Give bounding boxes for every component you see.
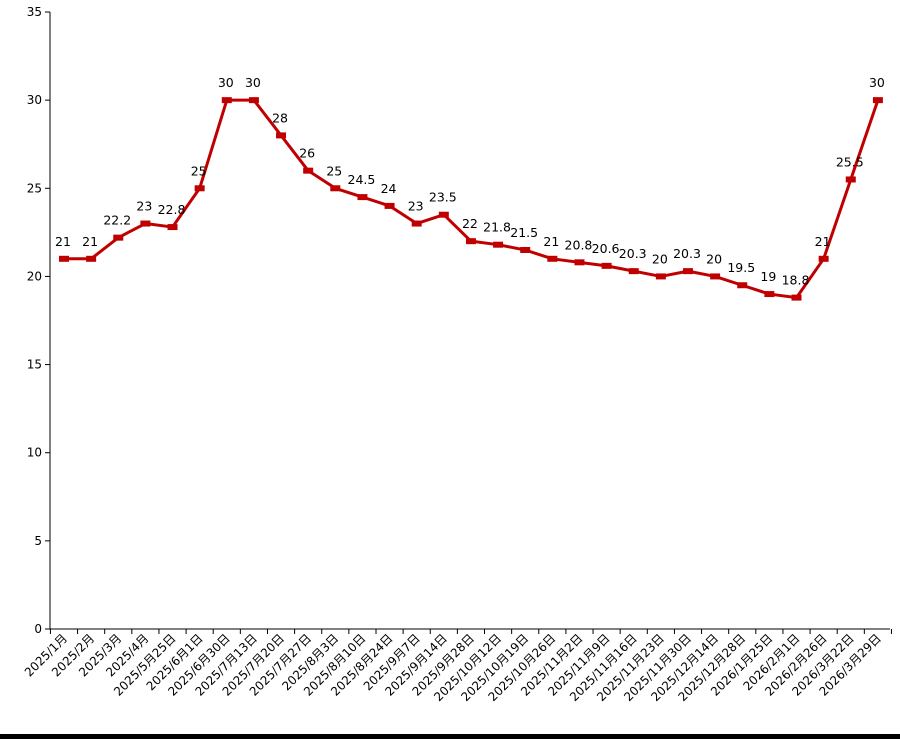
y-tick-label: 20	[27, 269, 42, 283]
data-label: 21	[55, 234, 71, 249]
data-label: 30	[245, 75, 261, 90]
y-tick-label: 5	[34, 534, 42, 548]
data-label: 25.5	[836, 154, 864, 169]
data-label: 20	[652, 251, 668, 266]
drop-lines	[63, 100, 879, 609]
data-point	[737, 282, 748, 289]
data-point	[493, 241, 504, 248]
data-label: 18.8	[782, 273, 810, 288]
data-label: 20.3	[673, 246, 701, 261]
data-label: 20.8	[565, 237, 593, 252]
data-labels: 21 21 22.2 23 22.8 25 30 30 28 26 25 24.5 24 23 23.5 22…	[55, 75, 885, 287]
data-point	[574, 259, 585, 266]
y-tick-label: 15	[27, 358, 42, 372]
data-point	[303, 167, 314, 174]
data-point	[791, 294, 802, 301]
axes: 051015202530352025/1月2025/2月2025/3月2025/…	[22, 5, 892, 704]
data-point	[59, 255, 69, 262]
data-point	[167, 224, 178, 231]
data-label: 21	[815, 234, 831, 249]
data-label: 20.3	[619, 246, 647, 261]
data-point	[764, 291, 775, 298]
data-label: 19.5	[727, 260, 755, 275]
data-label: 21	[543, 234, 559, 249]
data-label: 20	[706, 251, 722, 266]
data-label: 20.6	[592, 241, 620, 256]
data-point	[682, 268, 693, 275]
data-point	[276, 132, 287, 139]
data-point	[248, 97, 259, 104]
y-tick-label: 30	[27, 93, 42, 107]
data-label: 23.5	[429, 190, 457, 205]
data-label: 25	[191, 163, 207, 178]
data-label: 28	[272, 110, 288, 125]
data-label: 30	[218, 75, 234, 90]
data-point	[330, 185, 341, 192]
data-label: 22.2	[103, 213, 131, 228]
data-point	[601, 262, 612, 269]
y-tick-label: 10	[27, 446, 42, 460]
data-point	[818, 255, 829, 262]
data-point	[86, 255, 97, 262]
data-label: 30	[869, 75, 885, 90]
data-point	[140, 220, 151, 227]
data-point	[628, 268, 639, 275]
data-label: 19	[760, 269, 776, 284]
data-point	[438, 211, 449, 218]
data-label: 25	[326, 163, 342, 178]
data-point	[845, 176, 856, 183]
bottom-border	[0, 734, 900, 739]
data-point	[710, 273, 721, 280]
data-point	[872, 97, 883, 104]
data-label: 21.5	[510, 225, 538, 240]
data-points	[59, 97, 883, 301]
data-label: 22.8	[158, 202, 186, 217]
data-point	[384, 202, 395, 209]
data-label: 23	[408, 199, 424, 214]
data-label: 22	[462, 216, 478, 231]
data-point	[411, 220, 422, 227]
data-point	[113, 234, 124, 241]
data-point	[655, 273, 666, 280]
data-label: 24	[381, 181, 397, 196]
data-label: 21.8	[483, 220, 511, 235]
y-tick-label: 0	[34, 622, 42, 636]
y-tick-label: 35	[27, 5, 42, 19]
data-label: 24.5	[348, 172, 376, 187]
data-point	[357, 194, 368, 201]
y-tick-label: 25	[27, 181, 42, 195]
data-point	[465, 238, 476, 245]
data-label: 26	[299, 146, 315, 161]
data-point	[194, 185, 205, 192]
data-label: 21	[82, 234, 98, 249]
data-point	[221, 97, 232, 104]
data-label: 23	[136, 199, 152, 214]
data-point	[547, 255, 558, 262]
data-point	[520, 246, 531, 253]
